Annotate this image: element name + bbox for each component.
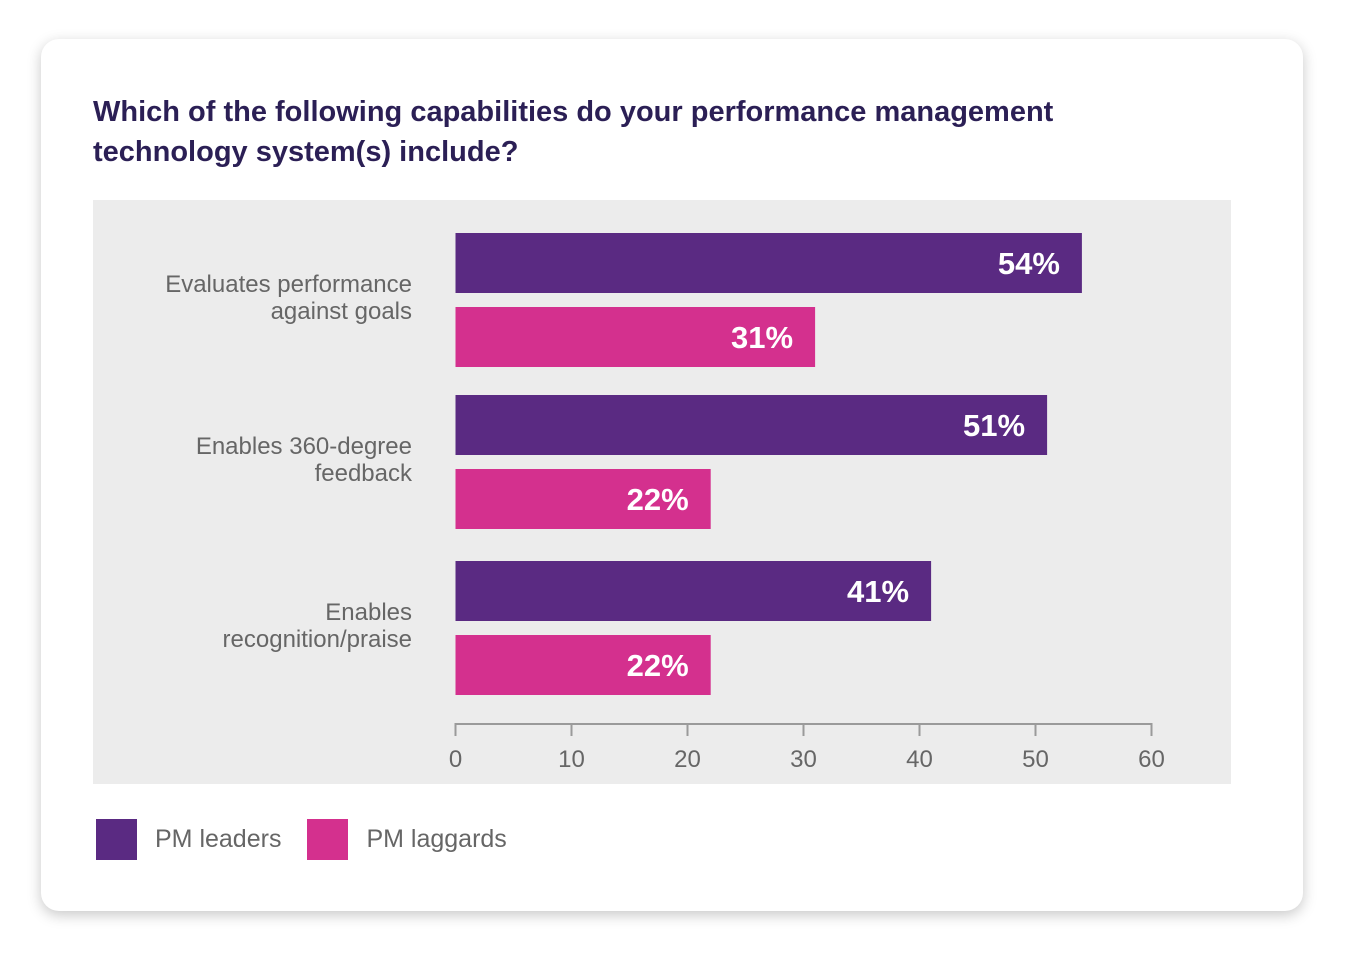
legend-label-laggards: PM laggards	[366, 825, 507, 853]
data-label-leaders-1: 51%	[963, 408, 1025, 443]
category-label-1-line-1: feedback	[315, 460, 413, 487]
bar-laggards-0	[455, 307, 816, 367]
legend: PM leaders PM laggards	[96, 819, 533, 860]
chart-title: Which of the following capabilities do y…	[93, 96, 1054, 168]
x-tick-label-5: 50	[1022, 746, 1049, 773]
data-label-leaders-2: 41%	[847, 574, 909, 609]
legend-swatch-laggards	[307, 819, 349, 860]
category-label-0-line-1: against goals	[271, 298, 412, 325]
bar-laggards-2	[455, 635, 711, 695]
legend-label-leaders: PM leaders	[155, 825, 282, 853]
data-label-leaders-0: 54%	[998, 246, 1060, 281]
data-label-laggards-1: 22%	[627, 482, 689, 517]
bar-leaders-2	[455, 561, 932, 621]
legend-item-leaders: PM leaders	[96, 819, 281, 860]
x-tick-label-6: 60	[1138, 746, 1165, 773]
category-label-2-line-0: Enables	[325, 599, 412, 626]
category-label-1-line-0: Enables 360-degree	[196, 433, 412, 460]
category-label-2-line-1: recognition/praise	[223, 626, 412, 653]
data-label-laggards-0: 31%	[731, 320, 793, 355]
legend-item-laggards: PM laggards	[307, 819, 507, 860]
category-label-0-line-0: Evaluates performance	[165, 271, 412, 298]
x-tick-label-4: 40	[906, 746, 933, 773]
data-label-laggards-2: 22%	[627, 648, 689, 683]
x-tick-label-3: 30	[790, 746, 817, 773]
x-tick-label-0: 0	[449, 746, 462, 773]
x-tick-label-1: 10	[558, 746, 585, 773]
bar-laggards-1	[455, 469, 711, 529]
legend-swatch-leaders	[96, 819, 137, 860]
bar-leaders-0	[455, 233, 1082, 293]
x-tick-label-2: 20	[674, 746, 701, 773]
bar-leaders-1	[455, 395, 1048, 455]
